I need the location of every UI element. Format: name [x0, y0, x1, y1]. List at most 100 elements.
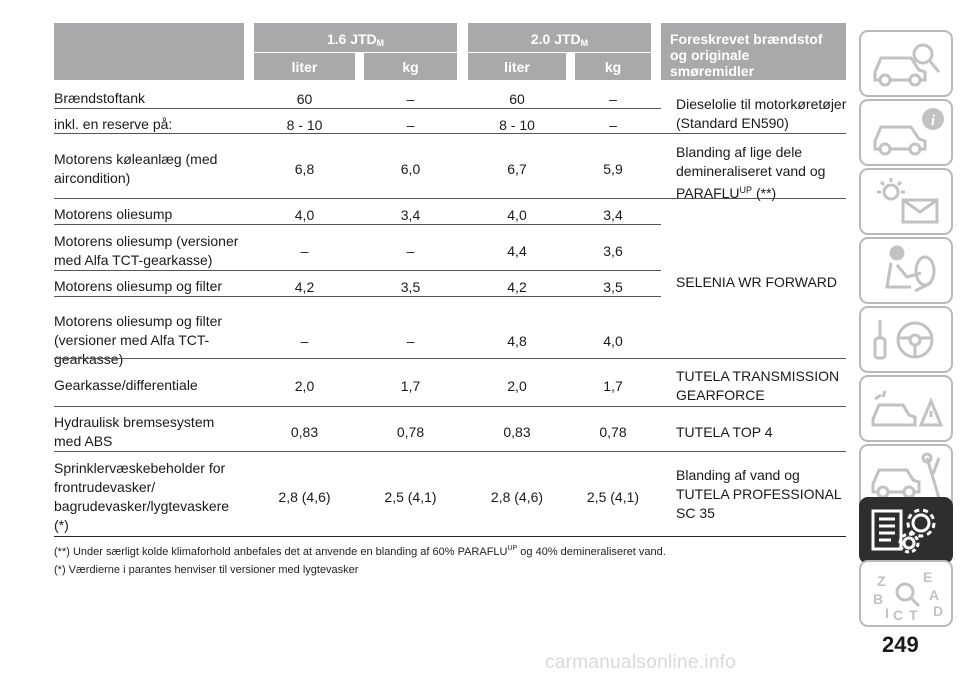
svg-text:A: A: [929, 587, 939, 603]
row-value: 60: [509, 90, 525, 107]
row-value: 2,0: [507, 377, 527, 394]
car-search-icon[interactable]: [859, 30, 953, 97]
breakdown-icon[interactable]: [859, 375, 953, 442]
row-label: Motorens oliesump (versioner med Alfa TCT…: [54, 233, 239, 268]
row-value: 60: [296, 90, 313, 107]
row-rule: [54, 224, 661, 225]
svg-text:i: i: [931, 113, 936, 129]
fuel-column-header: Foreskrevet brændstof og originale smøre…: [670, 31, 823, 79]
table-header: [54, 23, 846, 80]
row-value: 4,2: [294, 278, 315, 295]
row-label: Brændstoftank: [54, 90, 146, 106]
row-value: 6,0: [400, 161, 421, 177]
rule: [661, 451, 846, 452]
car-info-icon[interactable]: i: [859, 99, 953, 166]
row-value: 0,78: [396, 424, 425, 440]
row-rule: [54, 108, 661, 109]
row-label: Motorens oliesump og filter (versioner me…: [54, 313, 223, 367]
fluid-brake: TUTELA TOP 4: [676, 424, 773, 440]
row-rule: [54, 451, 661, 452]
header-gap: [566, 53, 575, 80]
col-kg-2: kg: [604, 59, 622, 75]
row-value: 0,83: [503, 424, 531, 440]
row-value: –: [406, 243, 415, 259]
footnote-2: (*) Værdierne i parantes henviser til ve…: [54, 564, 359, 576]
row-value: –: [609, 90, 617, 107]
col-liter-1: liter: [291, 59, 318, 75]
footnote-1: (**) Under særligt kolde klimaforhold an…: [54, 545, 666, 558]
row-label: Motorens oliesump og filter: [54, 278, 223, 294]
row-value: 3,4: [400, 206, 421, 223]
fluid-diesel: Dieselolie til motorkøretøjer (Standard E…: [676, 96, 847, 131]
row-value: 4,8: [507, 332, 527, 349]
row-value: 3,5: [603, 278, 623, 295]
header-divider: [254, 52, 457, 53]
row-value: 3,4: [603, 206, 623, 223]
technical-data-icon[interactable]: [859, 497, 953, 564]
row-label: Motorens kølеanlæg (med aircondition): [54, 151, 218, 186]
row-rule: [54, 270, 661, 271]
col-kg-1: kg: [402, 59, 419, 75]
fluid-washer: Blanding af vand og TUTELA PROFESSIONAL SC…: [676, 467, 842, 521]
row-value: –: [406, 116, 415, 133]
row-value: 6,8: [294, 161, 315, 177]
row-label: Sprinklervæskebeholder for frontrudevaske…: [54, 460, 230, 533]
row-label: Gearkasse/differentiale: [54, 377, 198, 393]
row-rule: [54, 358, 661, 359]
svg-text:C: C: [893, 607, 903, 622]
row-value: 4,0: [603, 332, 623, 349]
table-bottom-rule: [54, 536, 846, 537]
row-rule: [54, 296, 661, 297]
row-value: 5,9: [603, 161, 623, 177]
row-label: inkl. en reserve på:: [54, 116, 173, 132]
row-value: –: [406, 90, 415, 107]
header-gap: [651, 23, 661, 80]
svg-text:B: B: [873, 591, 883, 607]
svg-text:E: E: [923, 569, 932, 585]
row-rule: [54, 406, 661, 407]
watermark: carmanualsonline.info: [545, 652, 737, 673]
row-value: 0,78: [599, 424, 627, 440]
row-value: 4,2: [507, 278, 527, 295]
engine1-header: 1.6 JTDM: [326, 31, 385, 48]
row-value: 4,0: [294, 206, 315, 223]
row-label: Hydraulisk bremsesystem med ABS: [54, 414, 215, 449]
engine2-header: 2.0 JTDM: [530, 31, 589, 48]
row-value: –: [609, 116, 617, 133]
rule: [661, 406, 846, 407]
row-value: 1,7: [400, 377, 421, 394]
svg-text:D: D: [933, 603, 943, 619]
key-steering-icon[interactable]: [859, 306, 953, 373]
warning-lights-icon[interactable]: [859, 168, 953, 235]
svg-text:I: I: [885, 605, 889, 621]
row-value: –: [406, 332, 415, 349]
row-value: 8 - 10: [286, 116, 323, 133]
page-number: 249: [882, 632, 919, 657]
row-value: 4,0: [507, 206, 527, 223]
row-value: 2,8 (4,6): [490, 489, 544, 505]
row-value: 8 - 10: [499, 116, 535, 133]
fluid-oil: SELENIA WR FORWARD: [676, 274, 838, 290]
row-value: 3,5: [400, 278, 421, 295]
svg-text:T: T: [909, 607, 918, 622]
header-divider: [468, 52, 651, 53]
header-gap: [355, 53, 364, 80]
col-liter-2: liter: [504, 59, 530, 75]
row-value: 1,7: [603, 377, 623, 394]
row-value: –: [300, 332, 309, 349]
row-value: 0,83: [290, 424, 319, 440]
header-gap: [244, 23, 254, 80]
row-value: 2,5 (4,1): [586, 489, 640, 505]
row-value: 6,7: [507, 161, 527, 177]
svg-text:Z: Z: [877, 573, 886, 589]
row-value: 4,4: [507, 243, 527, 259]
fluid-gear: TUTELA TRANSMISSION GEARFORCE: [676, 368, 840, 403]
row-rule: [54, 198, 661, 199]
header-gap: [457, 23, 468, 80]
row-value: 3,6: [603, 243, 623, 259]
rule: [661, 133, 846, 134]
row-label: Motorens oliesump: [54, 206, 173, 222]
rule: [661, 198, 846, 199]
airbag-seat-icon[interactable]: [859, 237, 953, 304]
